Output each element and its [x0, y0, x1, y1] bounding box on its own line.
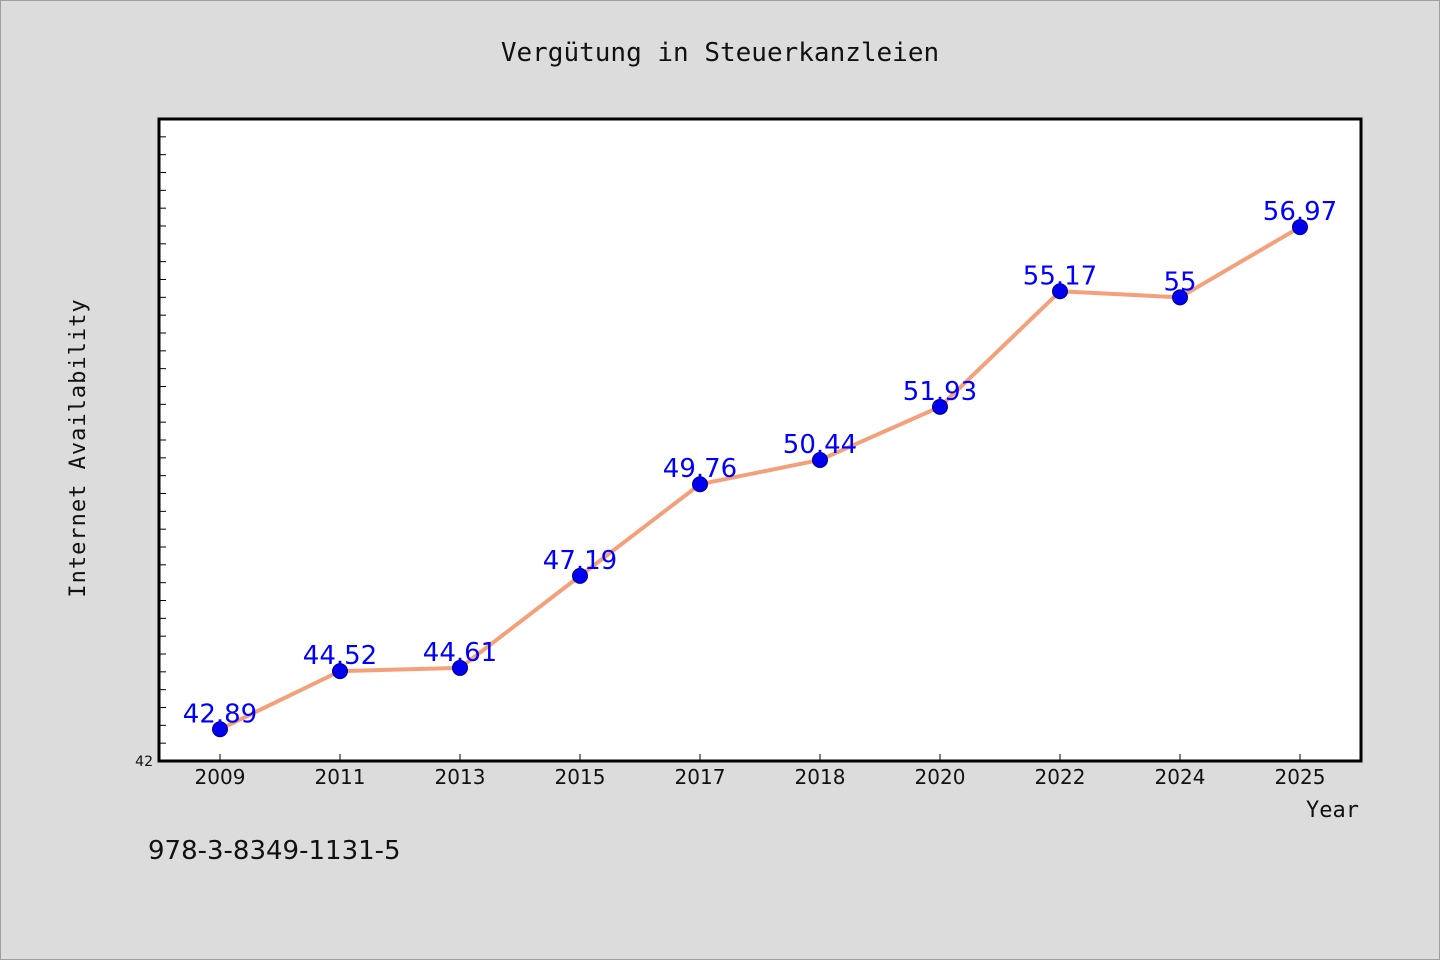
x-tick-label: 2017: [675, 765, 726, 789]
x-tick-label: 2013: [435, 765, 486, 789]
x-tick-label: 2011: [315, 765, 366, 789]
x-tick-label: 2020: [915, 765, 966, 789]
data-point: [812, 451, 828, 468]
x-tick-label: 2024: [1155, 765, 1206, 789]
series-line: [218, 225, 1302, 732]
x-tick-label: 2025: [1275, 765, 1326, 789]
plot-area: [157, 117, 1363, 763]
data-point: [1292, 219, 1308, 236]
data-label: 44.52: [303, 641, 377, 671]
data-point: [1052, 283, 1068, 300]
x-tick-label: 2009: [195, 765, 246, 789]
y-tick-label: 42: [135, 754, 153, 770]
data-label: 42.89: [183, 699, 257, 729]
data-label: 56.97: [1263, 197, 1337, 227]
chart-title: Vergütung in Steuerkanzleien: [501, 38, 939, 68]
footnote: 978-3-8349-1131-5: [148, 836, 401, 866]
x-tick-label: 2022: [1035, 765, 1086, 789]
data-label: 50.44: [783, 430, 857, 460]
data-point: [572, 567, 588, 584]
data-label: 55: [1163, 267, 1196, 297]
data-point: [932, 398, 948, 415]
data-label: 47.19: [543, 546, 617, 576]
data-point: [692, 476, 708, 493]
x-tick-label: 2018: [795, 765, 846, 789]
y-axis-label: Internet Availability: [66, 298, 91, 597]
data-point: [452, 659, 468, 676]
data-point: [1172, 289, 1188, 306]
data-point: [212, 721, 228, 738]
x-tick-label: 2015: [555, 765, 606, 789]
data-label: 51.93: [903, 377, 977, 407]
data-point: [332, 663, 348, 680]
data-label: 49.76: [663, 454, 737, 484]
data-label: 44.61: [423, 638, 497, 668]
data-label: 55.17: [1023, 261, 1097, 291]
x-axis-label: Year: [1306, 798, 1359, 823]
